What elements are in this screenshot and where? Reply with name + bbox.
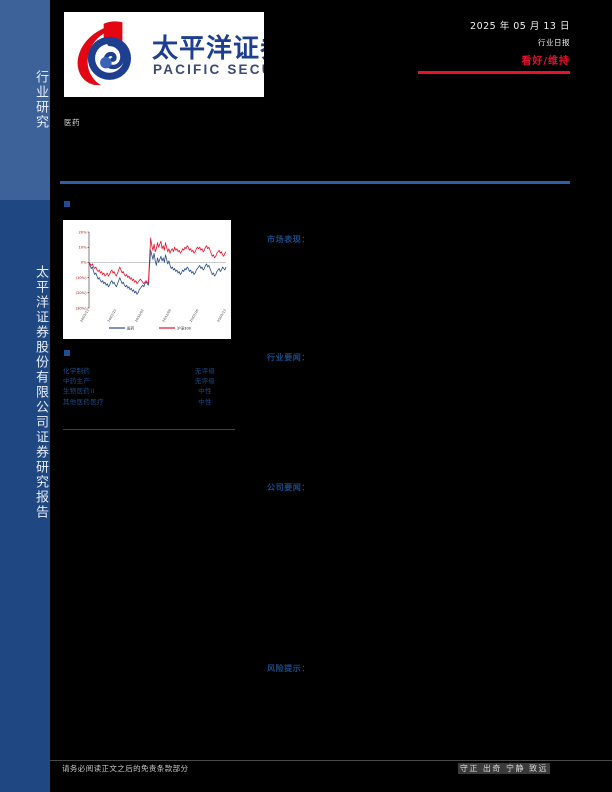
report-type: 行业日报 [538,38,570,47]
rating-row-name: 生物医药II [63,387,95,396]
sidebar-bottom-label: 太平洋证券股份有限公司证券研究报告 [33,264,48,520]
section-heading-market-performance: 市场表现： [267,235,310,244]
header-meta: 2025 年 05 月 13 日 行业日报 看好/维持 [350,18,570,67]
rating-row-value: 无评级 [194,367,216,375]
bullet-marker-market [64,201,70,207]
table-row: 中药生产 无评级 [63,376,235,386]
industry-ratings-table: 化学制药 无评级 中药生产 无评级 生物医药II 中性 其他医药医疗 中性 [63,366,235,407]
rating-row-name: 其他医药医疗 [63,397,104,406]
rating-row-value: 无评级 [194,377,216,386]
report-date: 2025 年 05 月 13 日 [470,21,570,32]
svg-text:24/05/13: 24/05/13 [79,309,90,323]
footer-disclaimer: 请务必阅读正文之后的免责条款部分 [62,764,189,773]
rating-badge: 看好/维持 [521,56,570,67]
header-red-rule [418,71,570,74]
table-row: 化学制药 无评级 [63,366,235,376]
sidebar-top-label: 行业研究 [33,70,48,130]
header-blue-rule [60,181,570,184]
bullet-marker-ratings [64,350,70,356]
svg-text:24/12/09: 24/12/09 [161,309,172,323]
svg-text:24/07/23: 24/07/23 [107,309,118,323]
rating-row-name: 中药生产 [63,377,91,386]
chart-svg: 24/05/13 24/07/23 24/10/02 24/12/09 25/02/20… [63,220,231,339]
footer-slogan: 守正 出奇 宁静 致远 [457,763,550,774]
table-row: 生物医药II 中性 [63,386,235,396]
footer-divider [50,760,612,761]
left-sidebar: 行业研究 太平洋证券股份有限公司证券研究报告 [0,0,50,792]
table-row: 其他医药医疗 中性 [63,397,235,407]
svg-text:沪深300: 沪深300 [177,326,192,331]
section-heading-company-news: 公司要闻： [267,483,310,492]
rating-row-name: 化学制药 [63,367,91,375]
ratings-table-underline [63,429,235,430]
logo-english-name: PACIFIC SECURITIES [153,62,264,77]
pacific-securities-logo-icon [77,21,132,86]
svg-text:医药: 医药 [127,326,135,331]
svg-text:10%: 10% [79,246,88,250]
section-heading-risk-warning: 风险提示： [267,664,310,673]
market-performance-chart: 24/05/13 24/07/23 24/10/02 24/12/09 25/02/20… [63,220,231,339]
rating-row-value: 中性 [198,387,212,396]
company-logo: 太平洋证券 PACIFIC SECURITIES [64,12,264,97]
rating-row-value: 中性 [198,397,212,406]
sector-label: 医药 [64,118,80,127]
logo-chinese-name: 太平洋证券 [152,34,264,64]
sidebar-bottom-band [0,200,50,792]
svg-text:25/02/20: 25/02/20 [189,309,200,323]
svg-text:20%: 20% [79,230,88,234]
svg-text:0%: 0% [81,261,87,265]
svg-text:(20%): (20%) [76,291,87,295]
svg-text:25/05/13: 25/05/13 [216,309,227,323]
svg-text:(30%): (30%) [76,306,87,310]
section-heading-industry-news: 行业要闻： [267,353,310,362]
svg-text:(10%): (10%) [76,276,87,280]
sidebar-top-band [0,0,50,200]
svg-text:24/10/02: 24/10/02 [134,309,145,323]
